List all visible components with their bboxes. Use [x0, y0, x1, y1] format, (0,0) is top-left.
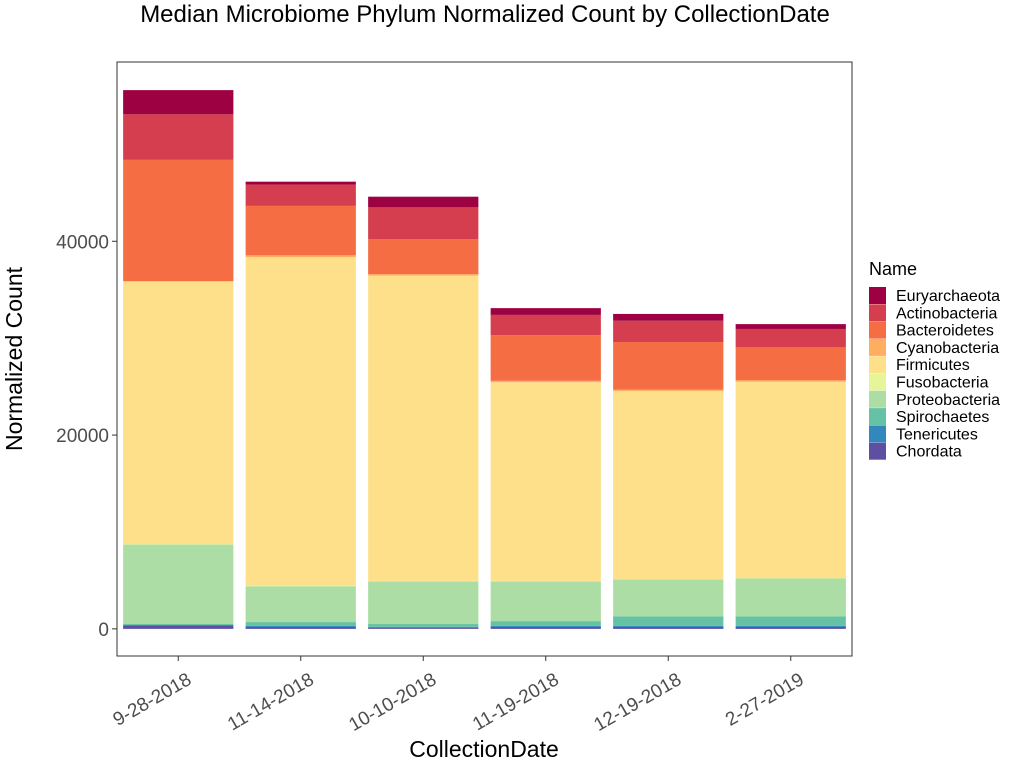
- bar-segment-chordata-6: [735, 626, 846, 629]
- bar-segment-spirochaetes-3: [368, 624, 479, 627]
- x-tick-label: 10-10-2018: [345, 669, 440, 736]
- y-tick-label: 40000: [56, 232, 109, 253]
- bar-segment-tenericutes-1: [123, 624, 234, 626]
- legend-label-cyanobacteria: Cyanobacteria: [896, 340, 999, 357]
- bar-segment-proteobacteria-6: [735, 578, 846, 617]
- legend-label-tenericutes: Tenericutes: [896, 426, 978, 443]
- bar-segment-cyanobacteria-6: [735, 380, 846, 382]
- bar-segment-spirochaetes-6: [735, 616, 846, 626]
- panel-border: [116, 61, 853, 657]
- y-tick-label: 0: [98, 620, 109, 641]
- bar-segment-euryarchaeota-1: [123, 90, 234, 115]
- bar-segment-chordata-5: [613, 626, 724, 629]
- legend-swatch-spirochaetes: [869, 408, 886, 426]
- legend-label-euryarchaeota: Euryarchaeota: [896, 288, 1000, 305]
- chart-title: Median Microbiome Phylum Normalized Coun…: [140, 1, 830, 28]
- bar-segment-spirochaetes-5: [613, 616, 724, 626]
- bar-segment-proteobacteria-1: [123, 544, 234, 625]
- legend-swatch-fusobacteria: [869, 373, 886, 391]
- bar-segment-bacteroidetes-1: [123, 159, 234, 281]
- x-tick-label: 11-14-2018: [224, 669, 317, 735]
- legend-swatch-chordata: [869, 442, 886, 460]
- bar-segment-proteobacteria-4: [490, 581, 601, 622]
- legend-swatch-actinobacteria: [869, 304, 886, 322]
- bar-segment-cyanobacteria-3: [368, 274, 479, 276]
- y-axis-title: Normalized Count: [1, 266, 27, 451]
- bar-segment-actinobacteria-3: [368, 207, 479, 240]
- bar-segment-firmicutes-3: [368, 275, 479, 581]
- bar-segment-spirochaetes-2: [245, 622, 356, 626]
- bar-segment-euryarchaeota-3: [368, 196, 479, 208]
- bars-layer: [123, 90, 846, 629]
- legend-title: Name: [869, 259, 917, 279]
- bar-segment-actinobacteria-1: [123, 114, 234, 160]
- bar-segment-cyanobacteria-4: [490, 380, 601, 383]
- bar-segment-proteobacteria-3: [368, 581, 479, 625]
- legend: Name EuryarchaeotaActinobacteriaBacteroi…: [869, 259, 1000, 461]
- y-tick-label: 20000: [56, 426, 109, 447]
- x-tick-label: 12-19-2018: [590, 669, 685, 736]
- bar-segment-euryarchaeota-2: [245, 181, 356, 185]
- bar-segment-tenericutes-3: [368, 626, 479, 628]
- bar-segment-bacteroidetes-4: [490, 335, 601, 381]
- bar-segment-actinobacteria-4: [490, 314, 601, 336]
- bar-segment-firmicutes-6: [735, 381, 846, 578]
- bar-segment-actinobacteria-6: [735, 328, 846, 348]
- bar-segment-euryarchaeota-5: [613, 313, 724, 321]
- bar-segment-proteobacteria-2: [245, 586, 356, 623]
- legend-label-spirochaetes: Spirochaetes: [896, 409, 989, 426]
- bar-segment-tenericutes-4: [490, 625, 601, 627]
- bar-segment-tenericutes-6: [735, 625, 846, 627]
- bar-segment-firmicutes-5: [613, 390, 724, 579]
- legend-swatch-cyanobacteria: [869, 338, 886, 356]
- bar-segment-euryarchaeota-4: [490, 308, 601, 315]
- bar-segment-spirochaetes-1: [123, 624, 234, 625]
- bar-segment-chordata-2: [245, 626, 356, 629]
- legend-label-fusobacteria: Fusobacteria: [896, 375, 989, 392]
- bar-segment-bacteroidetes-6: [735, 347, 846, 381]
- legend-label-bacteroidetes: Bacteroidetes: [896, 323, 994, 340]
- legend-swatch-euryarchaeota: [869, 287, 886, 304]
- bar-segment-firmicutes-2: [245, 257, 356, 586]
- legend-label-firmicutes: Firmicutes: [896, 357, 970, 374]
- x-axis-title: CollectionDate: [409, 736, 559, 762]
- bar-segment-cyanobacteria-5: [613, 389, 724, 391]
- bar-segment-tenericutes-2: [245, 625, 356, 627]
- y-axis: 0 20000 40000: [56, 232, 117, 641]
- legend-label-actinobacteria: Actinobacteria: [896, 305, 997, 322]
- bar-segment-actinobacteria-2: [245, 184, 356, 206]
- bar-segment-chordata-4: [490, 626, 601, 629]
- legend-swatch-firmicutes: [869, 356, 886, 374]
- bar-segment-tenericutes-5: [613, 625, 724, 627]
- x-tick-label: 9-28-2018: [110, 669, 196, 730]
- bar-segment-actinobacteria-5: [613, 320, 724, 343]
- legend-label-chordata: Chordata: [896, 444, 962, 461]
- x-axis: 9-28-2018 11-14-2018 10-10-2018 11-19-2018 1…: [110, 656, 808, 736]
- bar-segment-cyanobacteria-2: [245, 255, 356, 258]
- legend-label-proteobacteria: Proteobacteria: [896, 392, 1000, 409]
- legend-swatch-proteobacteria: [869, 390, 886, 408]
- bar-segment-proteobacteria-5: [613, 579, 724, 617]
- legend-swatch-tenericutes: [869, 425, 886, 443]
- bar-segment-firmicutes-4: [490, 382, 601, 581]
- bar-segment-euryarchaeota-6: [735, 324, 846, 329]
- bar-segment-bacteroidetes-3: [368, 239, 479, 275]
- x-tick-label: 2-27-2019: [722, 669, 808, 730]
- x-tick-label: 11-19-2018: [469, 669, 562, 735]
- bar-segment-bacteroidetes-5: [613, 342, 724, 390]
- bar-segment-chordata-1: [123, 625, 234, 629]
- bar-segment-chordata-3: [368, 627, 479, 629]
- bar-segment-bacteroidetes-2: [245, 205, 356, 256]
- bar-segment-firmicutes-1: [123, 281, 234, 545]
- legend-swatch-bacteroidetes: [869, 321, 886, 339]
- bar-segment-spirochaetes-4: [490, 621, 601, 626]
